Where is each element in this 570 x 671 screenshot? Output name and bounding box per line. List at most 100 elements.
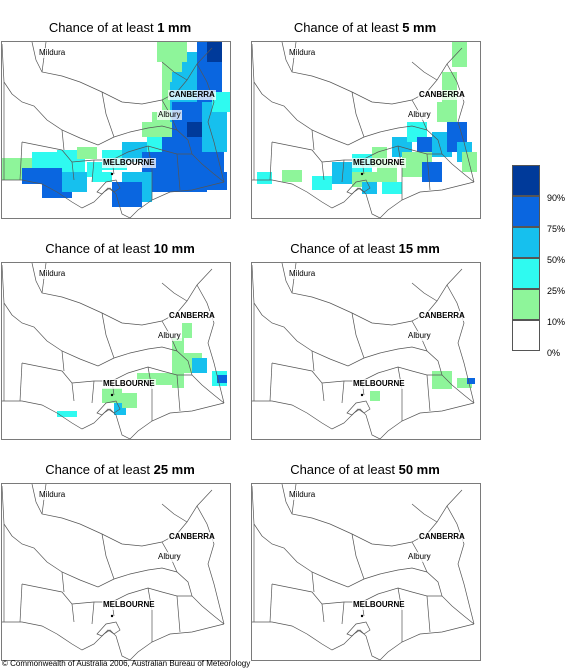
- boundary-line: [96, 400, 121, 416]
- probability-cell: [422, 162, 442, 182]
- probability-cell: [122, 393, 137, 408]
- probability-cell: [437, 102, 457, 122]
- boundary-line: [269, 583, 273, 623]
- boundary-line: [397, 366, 403, 421]
- probability-cell: [467, 378, 475, 384]
- city-label-melbourne: MELBOURNE: [352, 600, 406, 610]
- probability-cell: [257, 172, 272, 184]
- copyright-notice: © Commonwealth of Australia 2006, Austra…: [2, 659, 251, 668]
- boundary-line: [341, 601, 345, 625]
- probability-cell: [92, 172, 112, 182]
- boundary-line: [269, 362, 273, 402]
- probability-cell: [457, 378, 472, 388]
- map-panel-1mm: Mildura CANBERRA Albury MELBOURNE: [1, 41, 231, 219]
- boundary-line: [397, 587, 403, 642]
- city-label-canberra: CANBERRA: [168, 311, 216, 321]
- city-marker: [110, 614, 114, 618]
- city-label-melbourne: MELBOURNE: [102, 600, 156, 610]
- probability-cell: [282, 170, 302, 182]
- boundary-line: [397, 145, 403, 200]
- boundary-line: [71, 587, 192, 605]
- boundary-line: [161, 503, 188, 523]
- boundary-line: [346, 179, 371, 195]
- boundary-line: [351, 533, 365, 580]
- boundary-line: [176, 595, 181, 633]
- boundary-line: [321, 587, 442, 605]
- map-panel-15mm: Mildura CANBERRA Albury MELBOURNE: [251, 262, 481, 440]
- city-label-melbourne: MELBOURNE: [102, 379, 156, 389]
- probability-cell: [142, 122, 157, 137]
- panel-title-25mm: Chance of at least 25 mm: [45, 462, 195, 477]
- boundary-line: [411, 282, 438, 302]
- legend-label-25: 25%: [547, 286, 566, 296]
- boundary-line: [426, 595, 431, 633]
- city-label-albury: Albury: [157, 552, 182, 562]
- boundary-line: [91, 159, 95, 183]
- map-panel-25mm: Mildura CANBERRA Albury MELBOURNE: [1, 483, 231, 661]
- probability-cell: [332, 162, 357, 184]
- map-graphic: [2, 484, 225, 660]
- boundary-line: [411, 503, 438, 523]
- boundary-line: [176, 153, 181, 191]
- boundary-line: [271, 141, 325, 181]
- city-label-canberra: CANBERRA: [168, 90, 216, 100]
- boundary-line: [147, 366, 153, 421]
- boundary-line: [271, 362, 325, 402]
- boundary-line: [321, 145, 442, 163]
- legend-label-90: 90%: [547, 193, 566, 203]
- probability-legend: 90% 75% 50% 25% 10% 0%: [512, 165, 565, 358]
- city-marker: [360, 393, 364, 397]
- probability-cell: [217, 375, 227, 383]
- boundary-line: [341, 159, 345, 183]
- city-label-mildura: Mildura: [288, 48, 317, 58]
- city-marker: [110, 172, 114, 176]
- boundary-line: [346, 400, 371, 416]
- panel-title-10mm: Chance of at least 10 mm: [45, 241, 195, 256]
- boundary-line: [21, 141, 75, 181]
- probability-cell: [77, 147, 97, 159]
- boundary-line: [61, 129, 65, 151]
- city-label-canberra: CANBERRA: [418, 90, 466, 100]
- probability-cell: [112, 182, 142, 207]
- probability-cell: [432, 371, 452, 389]
- probability-cell: [182, 323, 192, 338]
- legend-label-10: 10%: [547, 317, 566, 327]
- city-label-albury: Albury: [157, 331, 182, 341]
- boundary-line: [61, 350, 65, 372]
- boundary-line: [271, 583, 325, 623]
- city-marker: [360, 172, 364, 176]
- boundary-line: [269, 141, 273, 181]
- city-marker: [110, 393, 114, 397]
- panel-title-50mm: Chance of at least 50 mm: [290, 462, 440, 477]
- boundary-line: [176, 374, 181, 412]
- map-graphic: [252, 263, 475, 439]
- boundary-line: [446, 284, 475, 404]
- boundary-line: [196, 63, 225, 183]
- boundary-line: [19, 583, 23, 623]
- legend-label-75: 75%: [547, 224, 566, 234]
- boundary-line: [196, 284, 225, 404]
- city-label-melbourne: MELBOURNE: [352, 158, 406, 168]
- city-label-canberra: CANBERRA: [418, 311, 466, 321]
- boundary-line: [71, 145, 192, 163]
- map-graphic: [2, 42, 230, 218]
- probability-cell: [212, 92, 230, 112]
- boundary-line: [101, 533, 115, 580]
- boundary-line: [61, 571, 65, 593]
- probability-cell: [370, 391, 380, 401]
- city-label-canberra: CANBERRA: [168, 532, 216, 542]
- probability-cell: [137, 373, 152, 381]
- boundary-line: [91, 601, 95, 625]
- boundary-line: [351, 312, 365, 359]
- city-label-albury: Albury: [407, 331, 432, 341]
- probability-cell: [462, 152, 477, 172]
- city-label-mildura: Mildura: [288, 269, 317, 279]
- boundary-line: [346, 621, 371, 637]
- boundary-line: [2, 400, 225, 439]
- city-label-albury: Albury: [157, 110, 182, 120]
- legend-swatch-90: [512, 165, 540, 196]
- boundary-line: [101, 312, 115, 359]
- probability-cell: [312, 176, 332, 190]
- boundary-line: [21, 583, 75, 623]
- probability-cell: [452, 42, 467, 67]
